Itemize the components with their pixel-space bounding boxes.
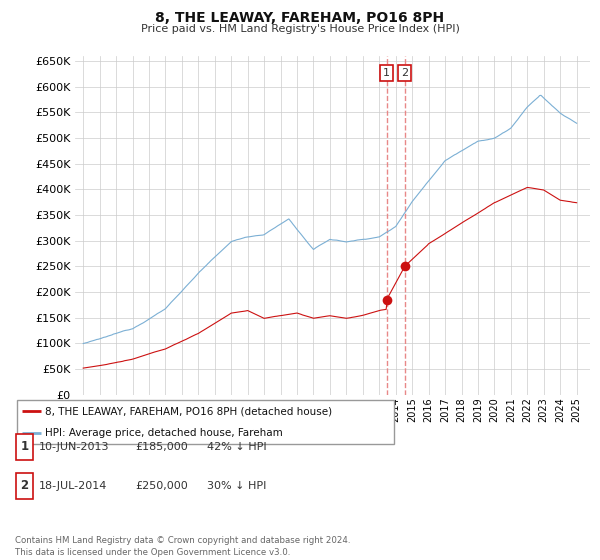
Text: 1: 1 (383, 68, 390, 78)
Text: £185,000: £185,000 (135, 442, 188, 451)
Text: 1: 1 (20, 440, 29, 453)
FancyBboxPatch shape (16, 473, 33, 499)
Text: 18-JUL-2014: 18-JUL-2014 (39, 481, 107, 491)
FancyBboxPatch shape (17, 400, 394, 444)
Text: 30% ↓ HPI: 30% ↓ HPI (207, 481, 266, 491)
Text: Price paid vs. HM Land Registry's House Price Index (HPI): Price paid vs. HM Land Registry's House … (140, 24, 460, 34)
Text: 10-JUN-2013: 10-JUN-2013 (39, 442, 110, 451)
Text: £250,000: £250,000 (135, 481, 188, 491)
FancyBboxPatch shape (16, 433, 33, 460)
Text: HPI: Average price, detached house, Fareham: HPI: Average price, detached house, Fare… (46, 428, 283, 438)
Text: Contains HM Land Registry data © Crown copyright and database right 2024.
This d: Contains HM Land Registry data © Crown c… (15, 536, 350, 557)
Text: 8, THE LEAWAY, FAREHAM, PO16 8PH: 8, THE LEAWAY, FAREHAM, PO16 8PH (155, 11, 445, 25)
Text: 2: 2 (401, 68, 409, 78)
Text: 8, THE LEAWAY, FAREHAM, PO16 8PH (detached house): 8, THE LEAWAY, FAREHAM, PO16 8PH (detach… (46, 406, 332, 416)
Text: 2: 2 (20, 479, 29, 492)
Text: 42% ↓ HPI: 42% ↓ HPI (207, 442, 266, 451)
